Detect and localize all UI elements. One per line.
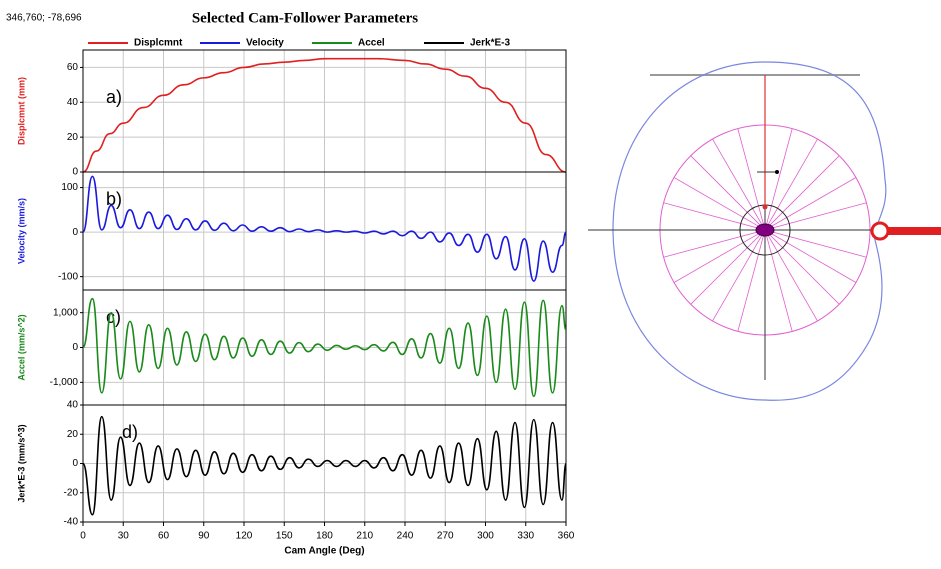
y-tick-label: -1,000 [50,377,79,388]
y-tick-label: 20 [67,132,79,143]
pivot [762,204,768,210]
x-tick-label: 60 [158,531,170,542]
y-tick-label: 0 [72,342,78,353]
y-tick-label: 0 [72,227,78,238]
x-tick-label: 210 [356,531,373,542]
legend-label: Velocity [246,38,284,49]
y-axis-label: Velocity (mm/s) [16,198,26,264]
y-axis-label: Displcmnt (mm) [16,77,26,145]
x-tick-label: 300 [477,531,494,542]
chart-title: Selected Cam-Follower Parameters [192,10,418,26]
y-tick-label: -100 [58,271,78,282]
x-tick-label: 270 [437,531,454,542]
y-tick-label: 0 [72,167,78,178]
y-axis-label: Accel (mm/s^2) [16,314,26,380]
series-line [82,297,567,398]
x-tick-label: 360 [558,531,575,542]
annotation: b) [106,189,122,209]
follower-roller [870,221,890,241]
follower-arm [884,227,941,235]
x-tick-label: 0 [80,531,86,542]
series-line [82,175,567,282]
series-line [82,415,567,516]
cam-profile [612,61,887,401]
hub [755,223,775,237]
x-tick-label: 240 [397,531,414,542]
y-tick-label: -20 [64,487,79,498]
y-tick-label: 40 [67,97,79,108]
y-tick-label: 1,000 [53,307,78,318]
annotation: d) [122,422,138,442]
y-tick-label: 60 [67,62,79,73]
legend-label: Jerk*E-3 [470,38,510,49]
x-tick-label: 120 [236,531,253,542]
annotation: a) [106,87,122,107]
marker [775,170,779,174]
y-tick-label: -40 [64,517,79,528]
y-tick-label: 40 [67,400,79,411]
coordinates: 346,760; -78,696 [6,13,82,24]
legend-label: Displcmnt [134,38,183,49]
y-tick-label: 100 [61,182,78,193]
y-tick-label: 0 [72,458,78,469]
legend-label: Accel [358,38,385,49]
x-tick-label: 30 [118,531,130,542]
plots: Displcmnt Velocity Accel Jerk*E-3 0 20 40 60 Dis… [16,38,574,557]
y-tick-label: 20 [67,429,79,440]
x-tick-label: 330 [517,531,534,542]
y-axis-label: Jerk*E-3 (mm/s^3) [16,424,26,502]
series-line [82,57,567,173]
x-tick-label: 90 [198,531,210,542]
x-axis-label: Cam Angle (Deg) [284,546,364,557]
x-tick-label: 150 [276,531,293,542]
x-tick-label: 180 [316,531,333,542]
cam-diagram [588,61,941,401]
